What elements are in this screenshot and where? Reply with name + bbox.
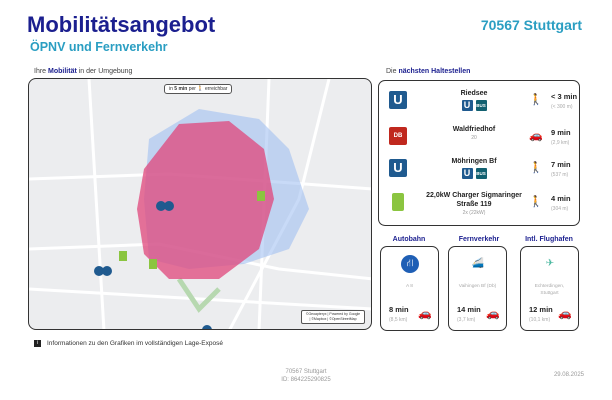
card-distance: (10,1 km) [529,317,551,323]
reachability-badge: in 5 min per 🚶 erreichbar [164,84,233,94]
card-autobahn: ⛙ A 8 8 min (8,5 km) 🚗 [380,246,439,331]
stop-item: U Möhringen Bf U BUS 🚶 7 min (537 m) [379,153,579,187]
isochrone-area [137,121,274,279]
u-bahn-icon: U [389,91,407,109]
ev-marker [257,191,265,201]
stops-section-label: Die nächsten Haltestellen [386,68,471,75]
autobahn-icon: ⛙ [401,255,419,273]
footer-id: ID: 864225290825 [281,377,331,383]
info-icon: i [34,340,41,347]
stop-sub: 20 [471,135,477,141]
stop-item: DB Waldfriedhof 20 🚗 9 min (2,9 km) [379,121,579,155]
car-icon: 🚗 [558,308,572,320]
info-text: Informationen zu den Grafiken im vollstä… [47,340,223,347]
card-distance: (8,5 km) [389,317,408,323]
stop-distance: (537 m) [551,172,569,178]
card-flughafen: ✈ Echterdingen, Stuttgart 12 min (10,1 km… [520,246,579,331]
bus-chip-icon: BUS [475,168,487,179]
bus-chip-icon: BUS [475,100,487,111]
map-attribution[interactable]: ©Geoapteryx | Powered by Google | ©Mapbo… [301,310,365,324]
car-icon: 🚗 [418,308,432,320]
page-subtitle: ÖPNV und Fernverkehr [30,40,168,54]
page-title: Mobilitätsangebot [27,12,216,37]
card-time: 12 min [529,305,553,314]
train-icon: 🚄 [471,258,485,269]
walk-icon: 🚶 [529,162,543,174]
card-distance: (3,7 km) [457,317,476,323]
card-name: Echterdingen, Stuttgart [534,284,565,296]
mobility-map[interactable]: in 5 min per 🚶 erreichbar ©Geoapteryx | … [28,78,372,330]
u-bahn-icon: U [389,159,407,177]
ev-marker [119,251,127,261]
card-time: 14 min [457,305,481,314]
u-bahn-marker [164,201,174,211]
u-bahn-marker [94,266,104,276]
card-title-autobahn: Autobahn [392,236,426,243]
stop-distance: (2,9 km) [551,140,570,146]
walk-icon: 🚶 [529,196,543,208]
car-icon: 🚗 [486,308,500,320]
stop-time: < 3 min [551,92,578,101]
card-name: A 8 [406,284,413,289]
stop-item: U Riedsee U BUS 🚶 < 3 min (< 300 m) [379,85,579,119]
u-chip-icon: U [461,100,473,111]
stops-panel: U Riedsee U BUS 🚶 < 3 min (< 300 m) DB Wald… [378,80,580,226]
card-title-flughafen: Intl. Flughafen [525,236,573,243]
card-name: Vaihingen Bf (Db) [458,284,497,289]
footer-date: 29.08.2025 [553,372,584,378]
stop-distance: (< 300 m) [551,104,573,110]
stop-sub: 2x (22kW) [462,210,486,216]
airplane-icon: ✈ [545,258,555,269]
stop-name: Riedsee [460,90,488,97]
location-label: 70567 Stuttgart [480,17,582,33]
u-chip-icon: U [461,168,473,179]
u-bahn-marker [202,325,212,329]
stop-time: 4 min [551,194,571,203]
card-time: 8 min [389,305,409,314]
stop-name: Waldfriedhof [452,126,496,133]
u-bahn-marker [156,201,166,211]
map-section-label: Ihre Mobilität in der Umgebung [34,68,133,75]
u-bahn-marker [102,266,112,276]
stop-name: Möhringen Bf [451,158,497,165]
card-title-fernverkehr: Fernverkehr [458,236,500,243]
stop-time: 7 min [551,160,571,169]
card-fernverkehr: 🚄 Vaihingen Bf (Db) 14 min (3,7 km) 🚗 [448,246,507,331]
footer-city: 70567 Stuttgart [285,369,327,375]
footer: 70567 Stuttgart ID: 864225290825 [0,368,612,384]
map-canvas [29,79,371,329]
info-note: i Informationen zu den Grafiken im vollst… [34,340,223,347]
ev-charger-icon [392,193,404,211]
stop-distance: (304 m) [551,206,569,212]
walk-icon: 🚶 [529,94,543,106]
car-icon: 🚗 [529,130,543,142]
db-train-icon: DB [389,127,407,145]
stop-item: 22,0kW Charger Sigmaringer Straße 119 2x … [379,187,579,221]
ev-marker [149,259,157,269]
stop-name: 22,0kW Charger Sigmaringer Straße 119 [426,192,522,208]
stop-time: 9 min [551,128,571,137]
